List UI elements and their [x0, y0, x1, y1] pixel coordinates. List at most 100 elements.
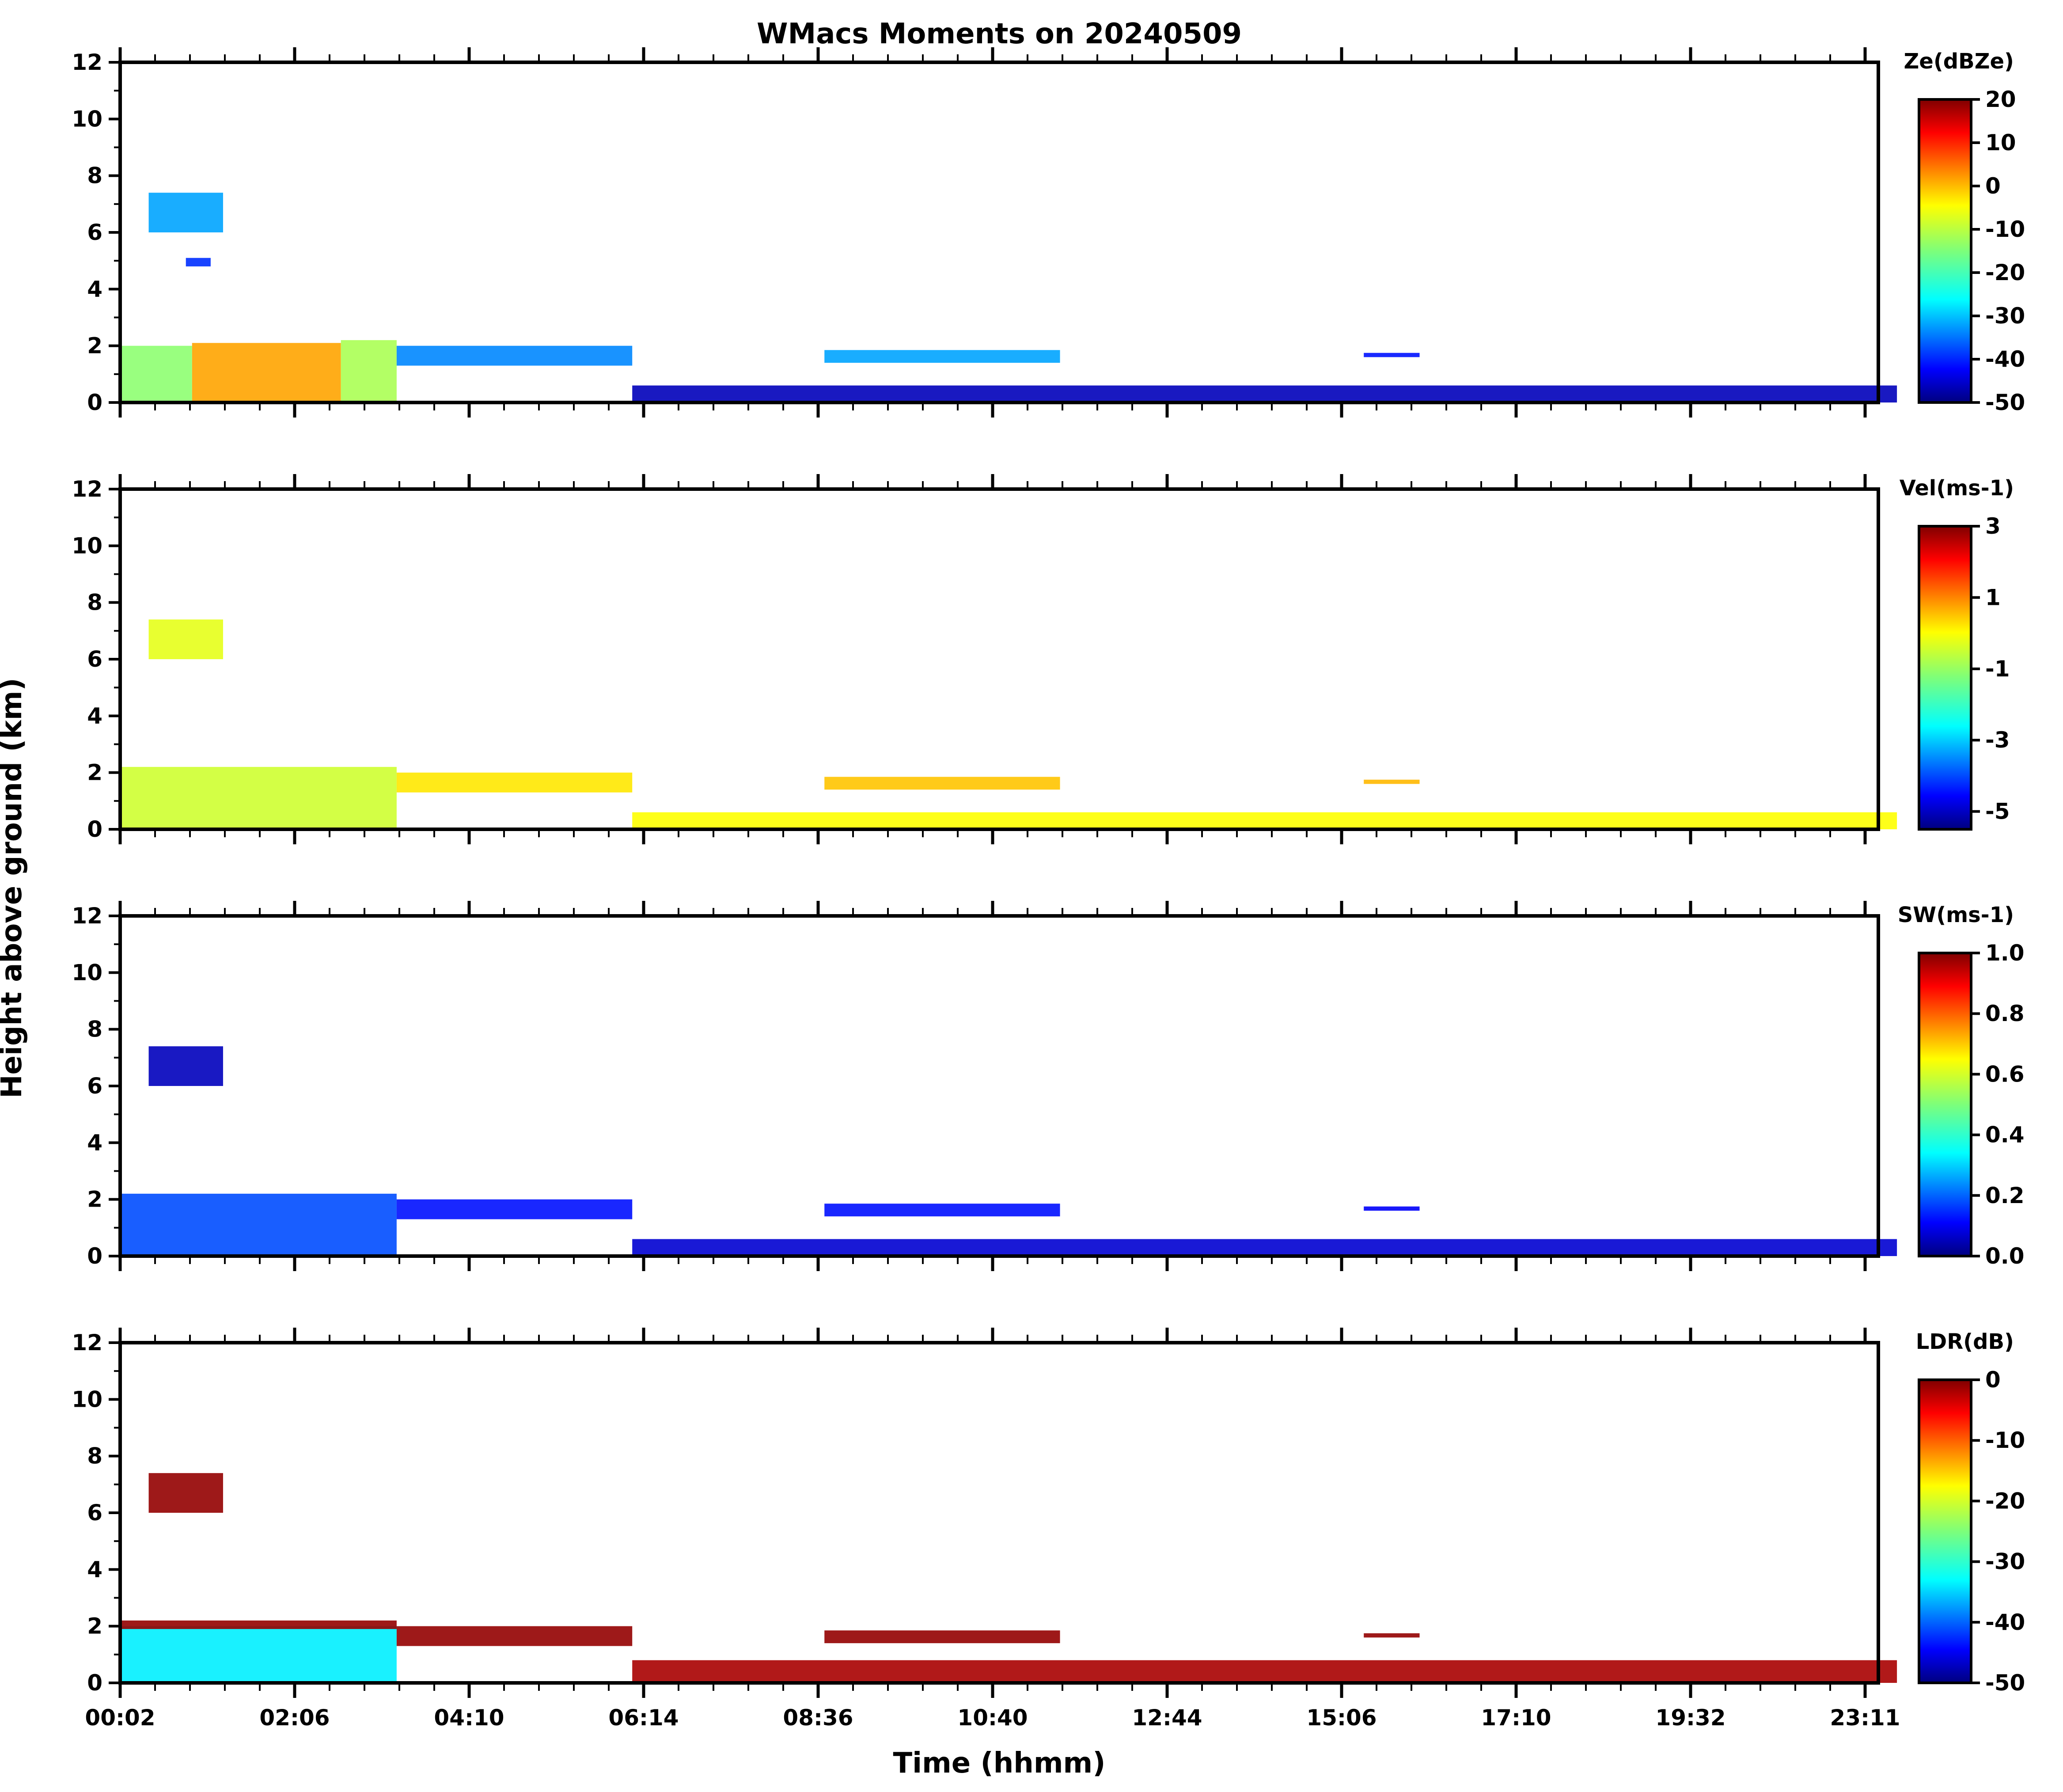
y-tick-label: 10 [72, 960, 102, 985]
colorbar-tick-label: -3 [1985, 727, 2010, 753]
x-tick-label: 04:10 [434, 1705, 504, 1731]
echo-region [120, 767, 397, 829]
colorbar [1919, 1380, 1971, 1683]
colorbar-label: SW(ms-1) [1898, 903, 2014, 927]
echo-region [1364, 1633, 1420, 1638]
echo-region [396, 772, 633, 793]
y-tick-label: 4 [87, 276, 102, 302]
y-tick-label: 12 [72, 476, 102, 502]
echo-region [396, 1626, 633, 1646]
y-tick-label: 0 [87, 816, 102, 842]
colorbar-tick-label: -10 [1985, 1428, 2025, 1453]
x-tick-label: 10:40 [957, 1705, 1028, 1731]
y-tick-label: 0 [87, 390, 102, 415]
echo-region [1364, 779, 1420, 784]
echo-region [120, 1620, 397, 1629]
echo-region [632, 1660, 1897, 1683]
x-tick-label: 19:32 [1655, 1705, 1725, 1731]
colorbar-tick-label: 0.6 [1985, 1061, 2025, 1087]
colorbar-tick-label: 20 [1985, 87, 2016, 112]
echo-region [396, 345, 633, 366]
y-tick-label: 8 [87, 1443, 102, 1469]
colorbar-tick-label: 0.4 [1985, 1122, 2025, 1148]
y-tick-label: 2 [87, 333, 102, 359]
x-tick-label: 02:06 [259, 1705, 330, 1731]
panel-sw: 0 2 4 6 8 10 12 SW(ms-1) 1.0 0.8 0.6 0.4 0.2 0.0 [72, 901, 2025, 1271]
echo-region [824, 1630, 1060, 1644]
colorbar-label: Vel(ms-1) [1900, 476, 2014, 501]
y-tick-label: 0 [87, 1243, 102, 1269]
echo-region [192, 343, 341, 402]
panel-vel: 0 2 4 6 8 10 12 Vel(ms-1) 3 1 -1 -3 -5 [72, 474, 2014, 844]
echo-region [148, 619, 223, 659]
colorbar-tick-label: 10 [1985, 130, 2016, 156]
y-tick-label: 10 [72, 533, 102, 558]
colorbar-tick-label: -50 [1985, 1670, 2025, 1696]
panel-ldr: 0 2 4 6 8 10 12 00:02 02:06 04:10 06:14 08:36 10:40 1… [72, 1328, 2025, 1731]
colorbar-frame [1918, 98, 1972, 404]
y-axis-label: Height above ground (km) [0, 678, 28, 1098]
colorbar-label: Ze(dBZe) [1904, 49, 2014, 74]
echo-region [632, 1239, 1897, 1256]
y-tick-label: 12 [72, 49, 102, 75]
x-tick-label: 23:11 [1830, 1705, 1900, 1731]
y-tick-label: 12 [72, 903, 102, 929]
colorbar-tick-label: -1 [1985, 656, 2010, 682]
colorbar-frame [1918, 525, 1972, 831]
y-tick-label: 6 [87, 1073, 102, 1099]
echo-region [186, 258, 211, 266]
echo-region [120, 345, 192, 402]
y-tick-label: 6 [87, 220, 102, 245]
colorbar-tick-label: 0.8 [1985, 1001, 2025, 1026]
y-tick-label: 0 [87, 1670, 102, 1696]
y-tick-label: 2 [87, 760, 102, 786]
y-tick-label: 8 [87, 163, 102, 189]
colorbar-tick-label: -5 [1985, 799, 2010, 824]
colorbar-tick-label: -30 [1985, 1549, 2025, 1575]
echo-region [148, 1473, 223, 1513]
figure-title: WMacs Moments on 20240509 [757, 18, 1242, 50]
colorbar [1919, 953, 1971, 1256]
colorbar-frame [1918, 1378, 1972, 1684]
colorbar [1919, 526, 1971, 829]
colorbar-tick-label: -20 [1985, 260, 2025, 285]
y-tick-label: 2 [87, 1614, 102, 1639]
x-tick-label: 15:06 [1306, 1705, 1377, 1731]
echo-region [148, 193, 223, 232]
colorbar-tick-label: 0.2 [1985, 1183, 2025, 1208]
colorbar-tick-label: -10 [1985, 216, 2025, 242]
x-axis-label: Time (hhmm) [893, 1747, 1106, 1780]
echo-region [120, 1626, 397, 1683]
colorbar-tick-label: -50 [1985, 390, 2025, 415]
y-tick-label: 10 [72, 1386, 102, 1412]
echo-region [824, 1204, 1060, 1217]
x-tick-label: 00:02 [85, 1705, 155, 1731]
panel-ze: 0 2 4 6 8 10 12 Ze(dBZe) 20 10 0 -10 -20 -30 -40 -50 [72, 47, 2025, 418]
colorbar-tick-label: 0 [1985, 173, 2001, 199]
y-tick-label: 10 [72, 106, 102, 132]
y-tick-label: 4 [87, 703, 102, 729]
colorbar-label: LDR(dB) [1916, 1329, 2014, 1354]
echo-region [632, 385, 1897, 402]
colorbar-tick-label: 1.0 [1985, 940, 2025, 966]
echo-region [396, 1199, 633, 1219]
colorbar-tick-label: -40 [1985, 1610, 2025, 1635]
colorbar-tick-label: 0 [1985, 1367, 2001, 1393]
colorbar-frame [1918, 952, 1972, 1257]
echo-region [1364, 1206, 1420, 1211]
y-tick-label: 8 [87, 1017, 102, 1042]
y-tick-label: 6 [87, 646, 102, 672]
x-tick-label: 17:10 [1481, 1705, 1551, 1731]
echo-region [120, 1193, 397, 1256]
x-tick-label: 12:44 [1132, 1705, 1202, 1731]
x-tick-label: 06:14 [608, 1705, 679, 1731]
colorbar-tick-label: -20 [1985, 1488, 2025, 1514]
y-tick-label: 12 [72, 1330, 102, 1355]
echo-region [341, 340, 397, 402]
echo-region [1364, 353, 1420, 357]
colorbar [1919, 99, 1971, 402]
colorbar-tick-label: 3 [1985, 513, 2001, 539]
y-tick-label: 8 [87, 590, 102, 615]
